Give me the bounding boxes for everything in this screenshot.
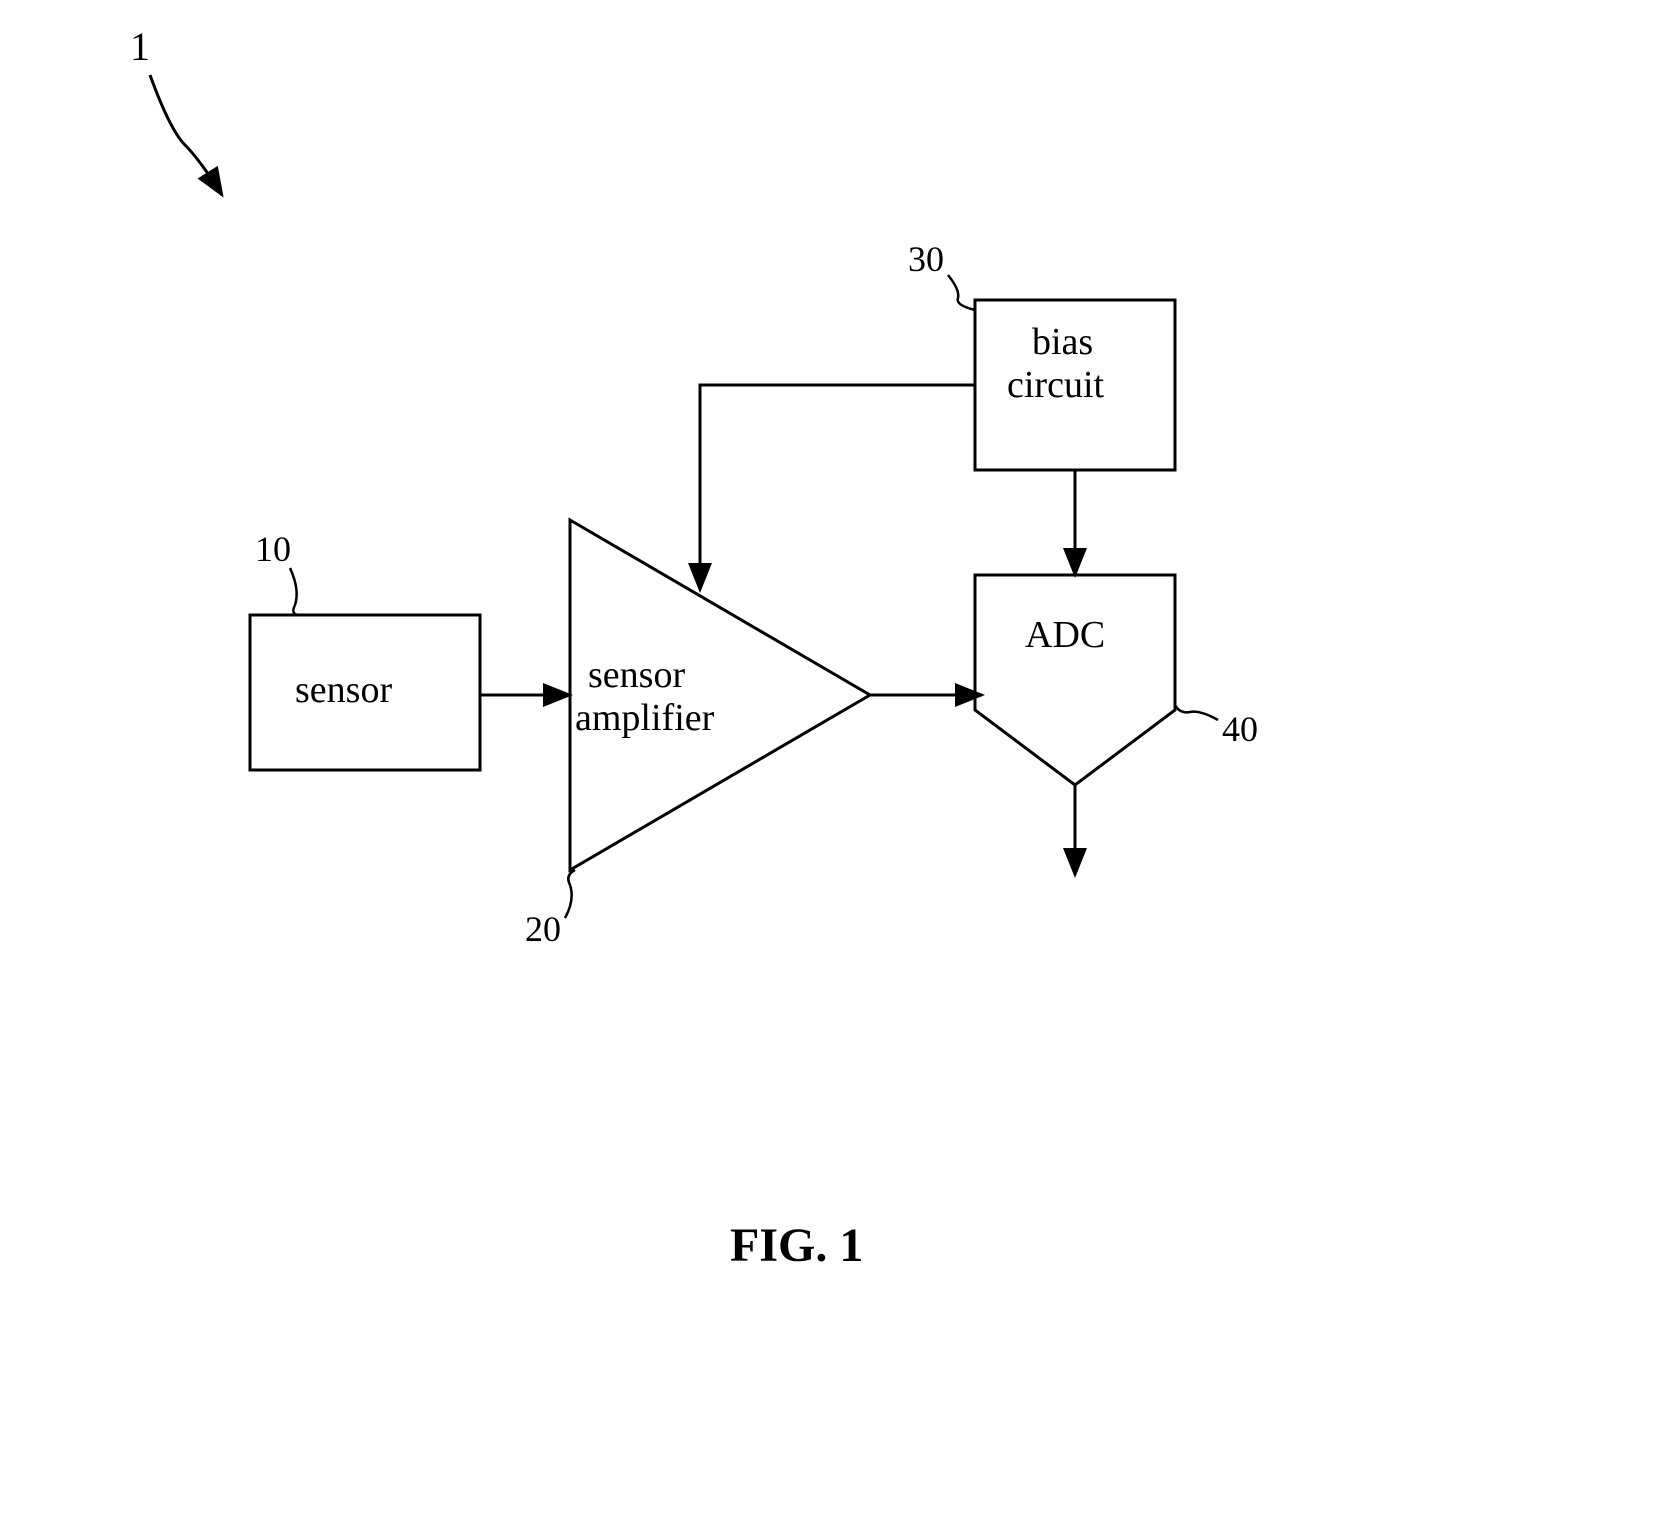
bias-label-line1: bias [1032,322,1093,364]
bias-label-line2: circuit [1007,365,1104,407]
system-ref-label: 1 [130,25,150,69]
sensor-ref: 10 [255,530,291,570]
edge-bias-amplifier [700,385,975,590]
amplifier-label-line1: sensor [588,655,685,697]
amplifier-ref: 20 [525,910,561,950]
diagram-container: 1 sensor 10 sensor amplifier 20 bias cir… [0,0,1661,1515]
ref-leader-amplifier [565,870,575,918]
adc-ref: 40 [1222,710,1258,750]
system-ref-arrow [150,75,222,195]
ref-leader-adc [1175,705,1218,720]
amplifier-label-line2: amplifier [575,698,714,740]
adc-pentagon [975,575,1175,785]
ref-leader-sensor [290,568,300,615]
bias-ref: 30 [908,240,944,280]
figure-label: FIG. 1 [730,1220,863,1273]
sensor-label: sensor [295,670,392,712]
ref-leader-bias [948,275,975,310]
adc-label: ADC [1025,615,1105,657]
diagram-svg [0,0,1661,1515]
